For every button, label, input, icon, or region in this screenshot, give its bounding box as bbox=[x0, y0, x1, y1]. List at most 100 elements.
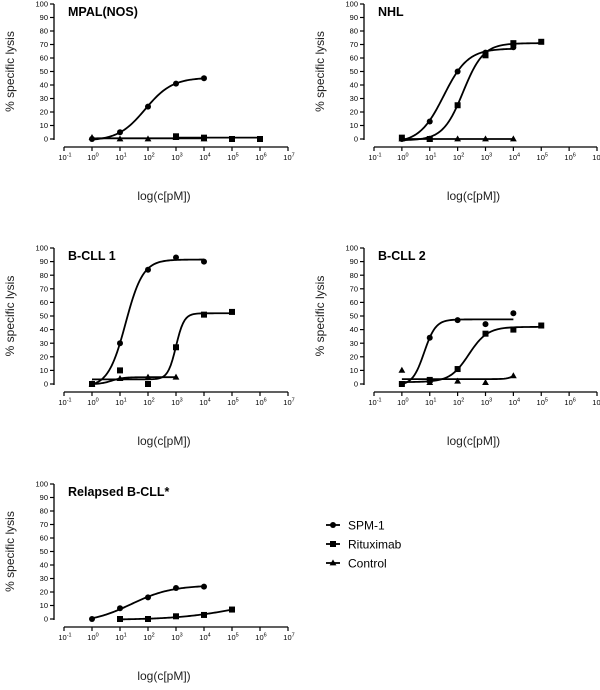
data-point bbox=[145, 103, 151, 110]
y-tick-label: 40 bbox=[350, 325, 358, 334]
data-point bbox=[454, 366, 461, 373]
series-control bbox=[88, 134, 208, 142]
data-point bbox=[454, 377, 462, 384]
x-tick-label: 100 bbox=[397, 398, 408, 408]
series-rituximab bbox=[117, 606, 235, 622]
x-tick-label: 10-1 bbox=[368, 153, 381, 163]
x-tick-label: 107 bbox=[592, 153, 600, 163]
x-axis-title: log(c[pM]) bbox=[137, 434, 190, 448]
x-tick-label: 101 bbox=[425, 153, 436, 163]
x-tick-label: 103 bbox=[171, 153, 182, 163]
data-point bbox=[482, 52, 489, 59]
y-tick-label: 30 bbox=[350, 339, 358, 348]
x-tick-label: 106 bbox=[255, 398, 266, 408]
y-tick-label: 100 bbox=[35, 480, 48, 489]
y-tick-label: 0 bbox=[354, 380, 358, 389]
data-point bbox=[144, 373, 152, 380]
x-tick-label: 105 bbox=[227, 153, 238, 163]
y-tick-label: 100 bbox=[345, 0, 358, 9]
x-tick-label: 105 bbox=[537, 153, 548, 163]
legend-marker-square bbox=[330, 541, 336, 547]
y-tick-label: 40 bbox=[40, 561, 48, 570]
y-tick-label: 100 bbox=[345, 244, 358, 253]
y-tick-label: 30 bbox=[40, 574, 48, 583]
data-point bbox=[398, 135, 406, 142]
panel-title: B-CLL 2 bbox=[378, 249, 426, 263]
legend-item-rituximab: Rituximab bbox=[326, 538, 402, 552]
series-rituximab bbox=[398, 38, 545, 142]
data-point bbox=[117, 616, 123, 622]
data-point bbox=[117, 367, 123, 374]
x-tick-label: 104 bbox=[199, 398, 210, 408]
y-tick-label: 60 bbox=[350, 298, 358, 307]
y-tick-label: 80 bbox=[40, 507, 48, 516]
data-point bbox=[173, 344, 179, 351]
x-tick-label: 105 bbox=[537, 398, 548, 408]
x-tick-label: 100 bbox=[87, 398, 98, 408]
series-rituximab bbox=[398, 322, 545, 387]
y-tick-label: 70 bbox=[40, 284, 48, 293]
x-tick-label: 107 bbox=[283, 153, 294, 163]
y-tick-label: 90 bbox=[40, 257, 48, 266]
x-tick-label: 103 bbox=[171, 398, 182, 408]
y-tick-label: 0 bbox=[354, 135, 358, 144]
data-point bbox=[454, 317, 461, 324]
y-axis-title: % specific lysis bbox=[3, 31, 17, 112]
y-tick-label: 50 bbox=[40, 547, 48, 556]
data-point bbox=[173, 254, 179, 261]
x-tick-label: 106 bbox=[564, 398, 575, 408]
series-spm-1 bbox=[89, 254, 207, 387]
y-tick-label: 90 bbox=[350, 257, 358, 266]
data-point bbox=[145, 594, 151, 601]
y-tick-label: 40 bbox=[40, 325, 48, 334]
y-tick-label: 10 bbox=[350, 366, 358, 375]
data-point bbox=[201, 311, 207, 318]
data-point bbox=[145, 266, 151, 273]
data-point bbox=[398, 381, 405, 387]
x-tick-label: 104 bbox=[509, 153, 520, 163]
y-tick-label: 90 bbox=[40, 493, 48, 502]
y-tick-label: 80 bbox=[350, 271, 358, 280]
y-axis-title: % specific lysis bbox=[313, 276, 327, 357]
y-tick-label: 20 bbox=[40, 108, 48, 117]
data-point bbox=[482, 379, 489, 386]
series-control bbox=[398, 135, 517, 142]
data-point bbox=[144, 135, 152, 142]
y-tick-label: 30 bbox=[40, 339, 48, 348]
x-tick-label: 102 bbox=[143, 398, 154, 408]
data-point bbox=[172, 373, 180, 380]
data-point bbox=[116, 374, 124, 381]
panel-5: 0 10 20 30 40 50 60 70 80 90 100 10-1 100 101 102 103 10… bbox=[3, 480, 295, 683]
data-point bbox=[509, 372, 517, 379]
y-tick-label: 10 bbox=[40, 366, 48, 375]
y-axis-title: % specific lysis bbox=[3, 511, 17, 592]
x-tick-label: 101 bbox=[115, 633, 126, 643]
x-tick-label: 100 bbox=[87, 633, 98, 643]
fit-curve bbox=[92, 312, 232, 381]
legend: SPM-1 Rituximab Control bbox=[326, 519, 402, 571]
panel-title: B-CLL 1 bbox=[68, 249, 116, 263]
y-tick-label: 50 bbox=[40, 67, 48, 76]
data-point bbox=[173, 80, 179, 87]
data-point bbox=[398, 366, 406, 373]
data-point bbox=[454, 68, 461, 75]
x-tick-label: 10-1 bbox=[368, 398, 381, 408]
y-tick-label: 60 bbox=[40, 54, 48, 63]
fit-curve bbox=[91, 258, 204, 386]
legend-label: SPM-1 bbox=[348, 519, 385, 533]
y-tick-label: 90 bbox=[40, 13, 48, 22]
data-point bbox=[200, 135, 208, 142]
data-point bbox=[426, 334, 433, 341]
data-point bbox=[482, 135, 489, 142]
data-point bbox=[510, 310, 517, 317]
legend-label: Control bbox=[348, 557, 387, 571]
fit-curve bbox=[401, 326, 542, 383]
x-axis-title: log(c[pM]) bbox=[137, 189, 190, 203]
legend-marker-triangle bbox=[329, 559, 337, 566]
data-point bbox=[257, 136, 263, 142]
y-tick-label: 30 bbox=[350, 94, 358, 103]
x-tick-label: 107 bbox=[592, 398, 600, 408]
data-point bbox=[426, 379, 434, 386]
x-tick-label: 104 bbox=[509, 398, 520, 408]
